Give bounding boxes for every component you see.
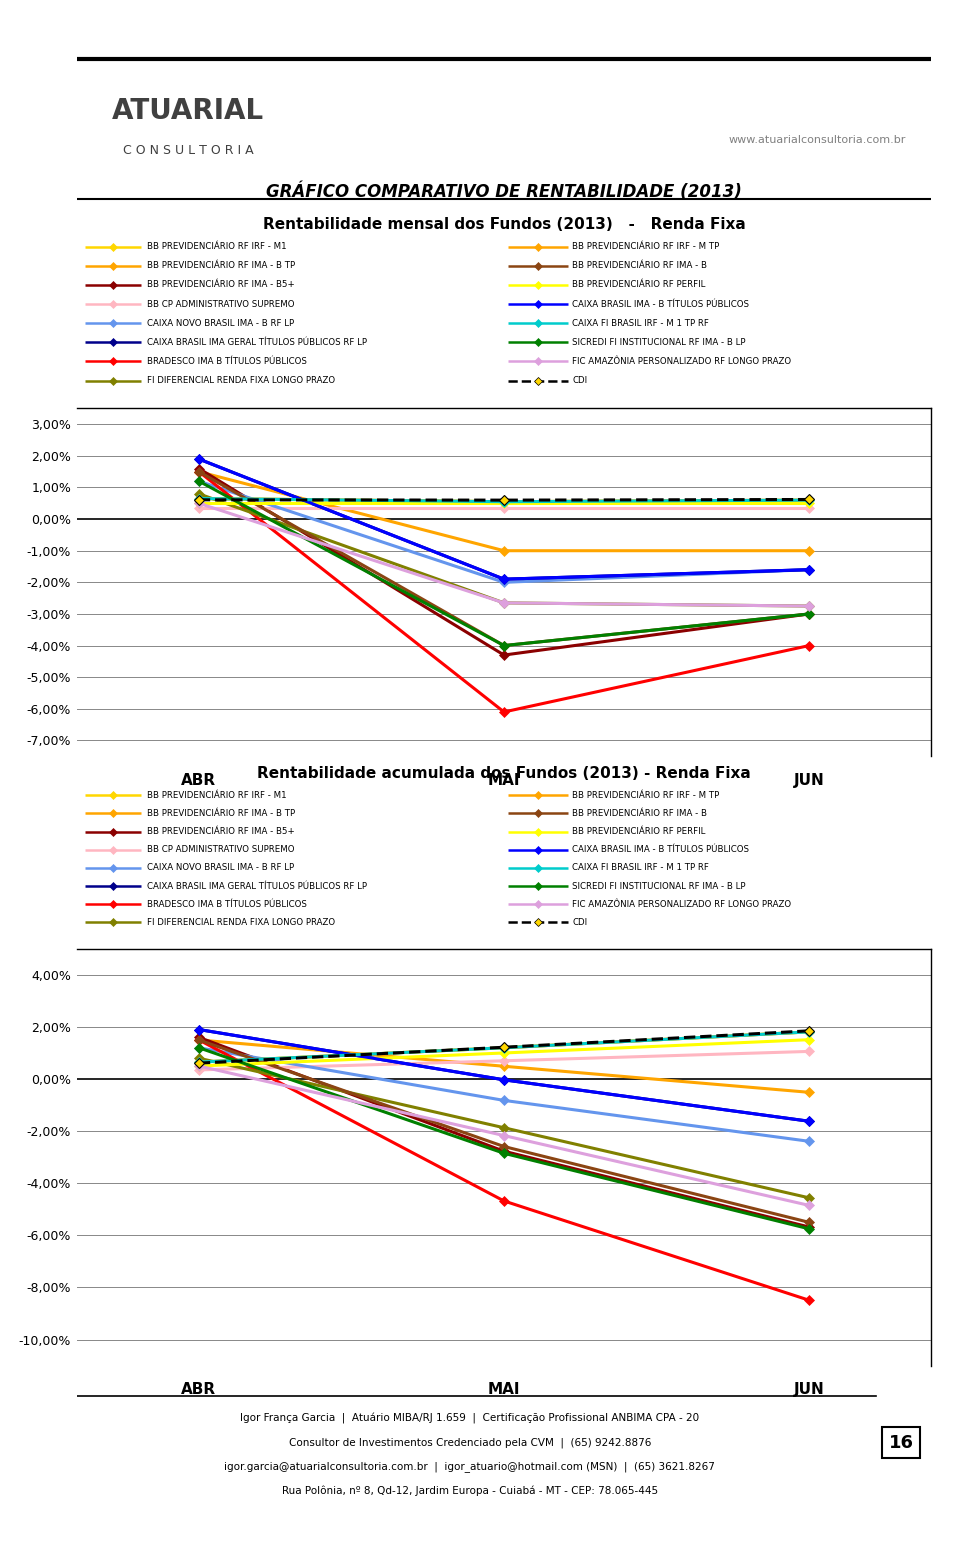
Text: FIC AMAZÔNIA PERSONALIZADO RF LONGO PRAZO: FIC AMAZÔNIA PERSONALIZADO RF LONGO PRAZ…	[572, 899, 791, 908]
Text: 16: 16	[889, 1434, 914, 1452]
Text: BB PREVIDENCIÁRIO RF IMA - B5+: BB PREVIDENCIÁRIO RF IMA - B5+	[147, 281, 295, 290]
Text: www.atuarialconsultoria.com.br: www.atuarialconsultoria.com.br	[729, 135, 905, 144]
Text: BB PREVIDENCIÁRIO RF PERFIL: BB PREVIDENCIÁRIO RF PERFIL	[572, 281, 706, 290]
Text: FI DIFERENCIAL RENDA FIXA LONGO PRAZO: FI DIFERENCIAL RENDA FIXA LONGO PRAZO	[147, 918, 335, 927]
Text: ATUARIAL: ATUARIAL	[111, 96, 264, 124]
Text: CDI: CDI	[572, 377, 588, 384]
Text: Consultor de Investimentos Credenciado pela CVM  |  (65) 9242.8876: Consultor de Investimentos Credenciado p…	[289, 1437, 651, 1448]
Text: CAIXA BRASIL IMA GERAL TÍTULOS PÚBLICOS RF LP: CAIXA BRASIL IMA GERAL TÍTULOS PÚBLICOS …	[147, 882, 367, 891]
Text: SICREDI FI INSTITUCIONAL RF IMA - B LP: SICREDI FI INSTITUCIONAL RF IMA - B LP	[572, 882, 746, 891]
Text: BB CP ADMINISTRATIVO SUPREMO: BB CP ADMINISTRATIVO SUPREMO	[147, 299, 295, 308]
Text: CAIXA BRASIL IMA - B TÍTULOS PÚBLICOS: CAIXA BRASIL IMA - B TÍTULOS PÚBLICOS	[572, 845, 750, 854]
Text: BB PREVIDENCIÁRIO RF IMA - B: BB PREVIDENCIÁRIO RF IMA - B	[572, 262, 708, 270]
Text: igor.garcia@atuarialconsultoria.com.br  |  igor_atuario@hotmail.com (MSN)  |  (6: igor.garcia@atuarialconsultoria.com.br |…	[225, 1462, 715, 1472]
Text: CDI: CDI	[572, 918, 588, 927]
Text: BRADESCO IMA B TÍTULOS PÚBLICOS: BRADESCO IMA B TÍTULOS PÚBLICOS	[147, 899, 307, 908]
Text: BB PREVIDENCIÁRIO RF IMA - B: BB PREVIDENCIÁRIO RF IMA - B	[572, 809, 708, 818]
Text: BB PREVIDENCIÁRIO RF IRF - M1: BB PREVIDENCIÁRIO RF IRF - M1	[147, 242, 286, 251]
Text: BB PREVIDENCIÁRIO RF IMA - B TP: BB PREVIDENCIÁRIO RF IMA - B TP	[147, 809, 295, 818]
Text: CAIXA NOVO BRASIL IMA - B RF LP: CAIXA NOVO BRASIL IMA - B RF LP	[147, 863, 294, 873]
Text: BB PREVIDENCIÁRIO RF IRF - M TP: BB PREVIDENCIÁRIO RF IRF - M TP	[572, 242, 720, 251]
Text: BRADESCO IMA B TÍTULOS PÚBLICOS: BRADESCO IMA B TÍTULOS PÚBLICOS	[147, 356, 307, 366]
Text: BB PREVIDENCIÁRIO RF IRF - M TP: BB PREVIDENCIÁRIO RF IRF - M TP	[572, 790, 720, 800]
Text: CAIXA NOVO BRASIL IMA - B RF LP: CAIXA NOVO BRASIL IMA - B RF LP	[147, 319, 294, 327]
Text: Igor França Garcia  |  Atuário MIBA/RJ 1.659  |  Certificação Profissional ANBIM: Igor França Garcia | Atuário MIBA/RJ 1.6…	[240, 1414, 700, 1424]
Text: BB PREVIDENCIÁRIO RF IRF - M1: BB PREVIDENCIÁRIO RF IRF - M1	[147, 790, 286, 800]
Title: Rentabilidade acumulada dos Fundos (2013) - Renda Fixa: Rentabilidade acumulada dos Fundos (2013…	[257, 766, 751, 781]
Text: CAIXA BRASIL IMA GERAL TÍTULOS PÚBLICOS RF LP: CAIXA BRASIL IMA GERAL TÍTULOS PÚBLICOS …	[147, 338, 367, 347]
Text: C O N S U L T O R I A: C O N S U L T O R I A	[123, 144, 253, 158]
Text: BB CP ADMINISTRATIVO SUPREMO: BB CP ADMINISTRATIVO SUPREMO	[147, 845, 295, 854]
Title: Rentabilidade mensal dos Fundos (2013)   -   Renda Fixa: Rentabilidade mensal dos Fundos (2013) -…	[263, 217, 745, 232]
Text: CAIXA FI BRASIL IRF - M 1 TP RF: CAIXA FI BRASIL IRF - M 1 TP RF	[572, 319, 709, 327]
Text: CAIXA FI BRASIL IRF - M 1 TP RF: CAIXA FI BRASIL IRF - M 1 TP RF	[572, 863, 709, 873]
Text: BB PREVIDENCIÁRIO RF IMA - B TP: BB PREVIDENCIÁRIO RF IMA - B TP	[147, 262, 295, 270]
Text: BB PREVIDENCIÁRIO RF IMA - B5+: BB PREVIDENCIÁRIO RF IMA - B5+	[147, 828, 295, 835]
Text: Rua Polônia, nº 8, Qd-12, Jardim Europa - Cuiabá - MT - CEP: 78.065-445: Rua Polônia, nº 8, Qd-12, Jardim Europa …	[282, 1486, 658, 1496]
Text: SICREDI FI INSTITUCIONAL RF IMA - B LP: SICREDI FI INSTITUCIONAL RF IMA - B LP	[572, 338, 746, 347]
Text: FIC AMAZÔNIA PERSONALIZADO RF LONGO PRAZO: FIC AMAZÔNIA PERSONALIZADO RF LONGO PRAZ…	[572, 356, 791, 366]
Text: CAIXA BRASIL IMA - B TÍTULOS PÚBLICOS: CAIXA BRASIL IMA - B TÍTULOS PÚBLICOS	[572, 299, 750, 308]
Text: BB PREVIDENCIÁRIO RF PERFIL: BB PREVIDENCIÁRIO RF PERFIL	[572, 828, 706, 835]
Text: GRÁFICO COMPARATIVO DE RENTABILIDADE (2013): GRÁFICO COMPARATIVO DE RENTABILIDADE (20…	[266, 181, 742, 200]
Text: FI DIFERENCIAL RENDA FIXA LONGO PRAZO: FI DIFERENCIAL RENDA FIXA LONGO PRAZO	[147, 377, 335, 384]
